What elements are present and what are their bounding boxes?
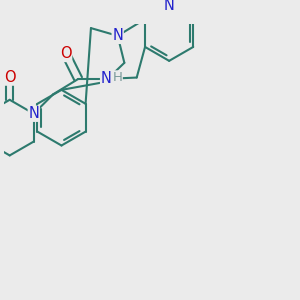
- Text: N: N: [164, 0, 175, 13]
- Text: N: N: [101, 71, 112, 86]
- Text: O: O: [60, 46, 72, 62]
- Text: N: N: [28, 106, 39, 121]
- Text: N: N: [112, 28, 123, 43]
- Text: H: H: [112, 71, 122, 84]
- Text: O: O: [4, 70, 16, 85]
